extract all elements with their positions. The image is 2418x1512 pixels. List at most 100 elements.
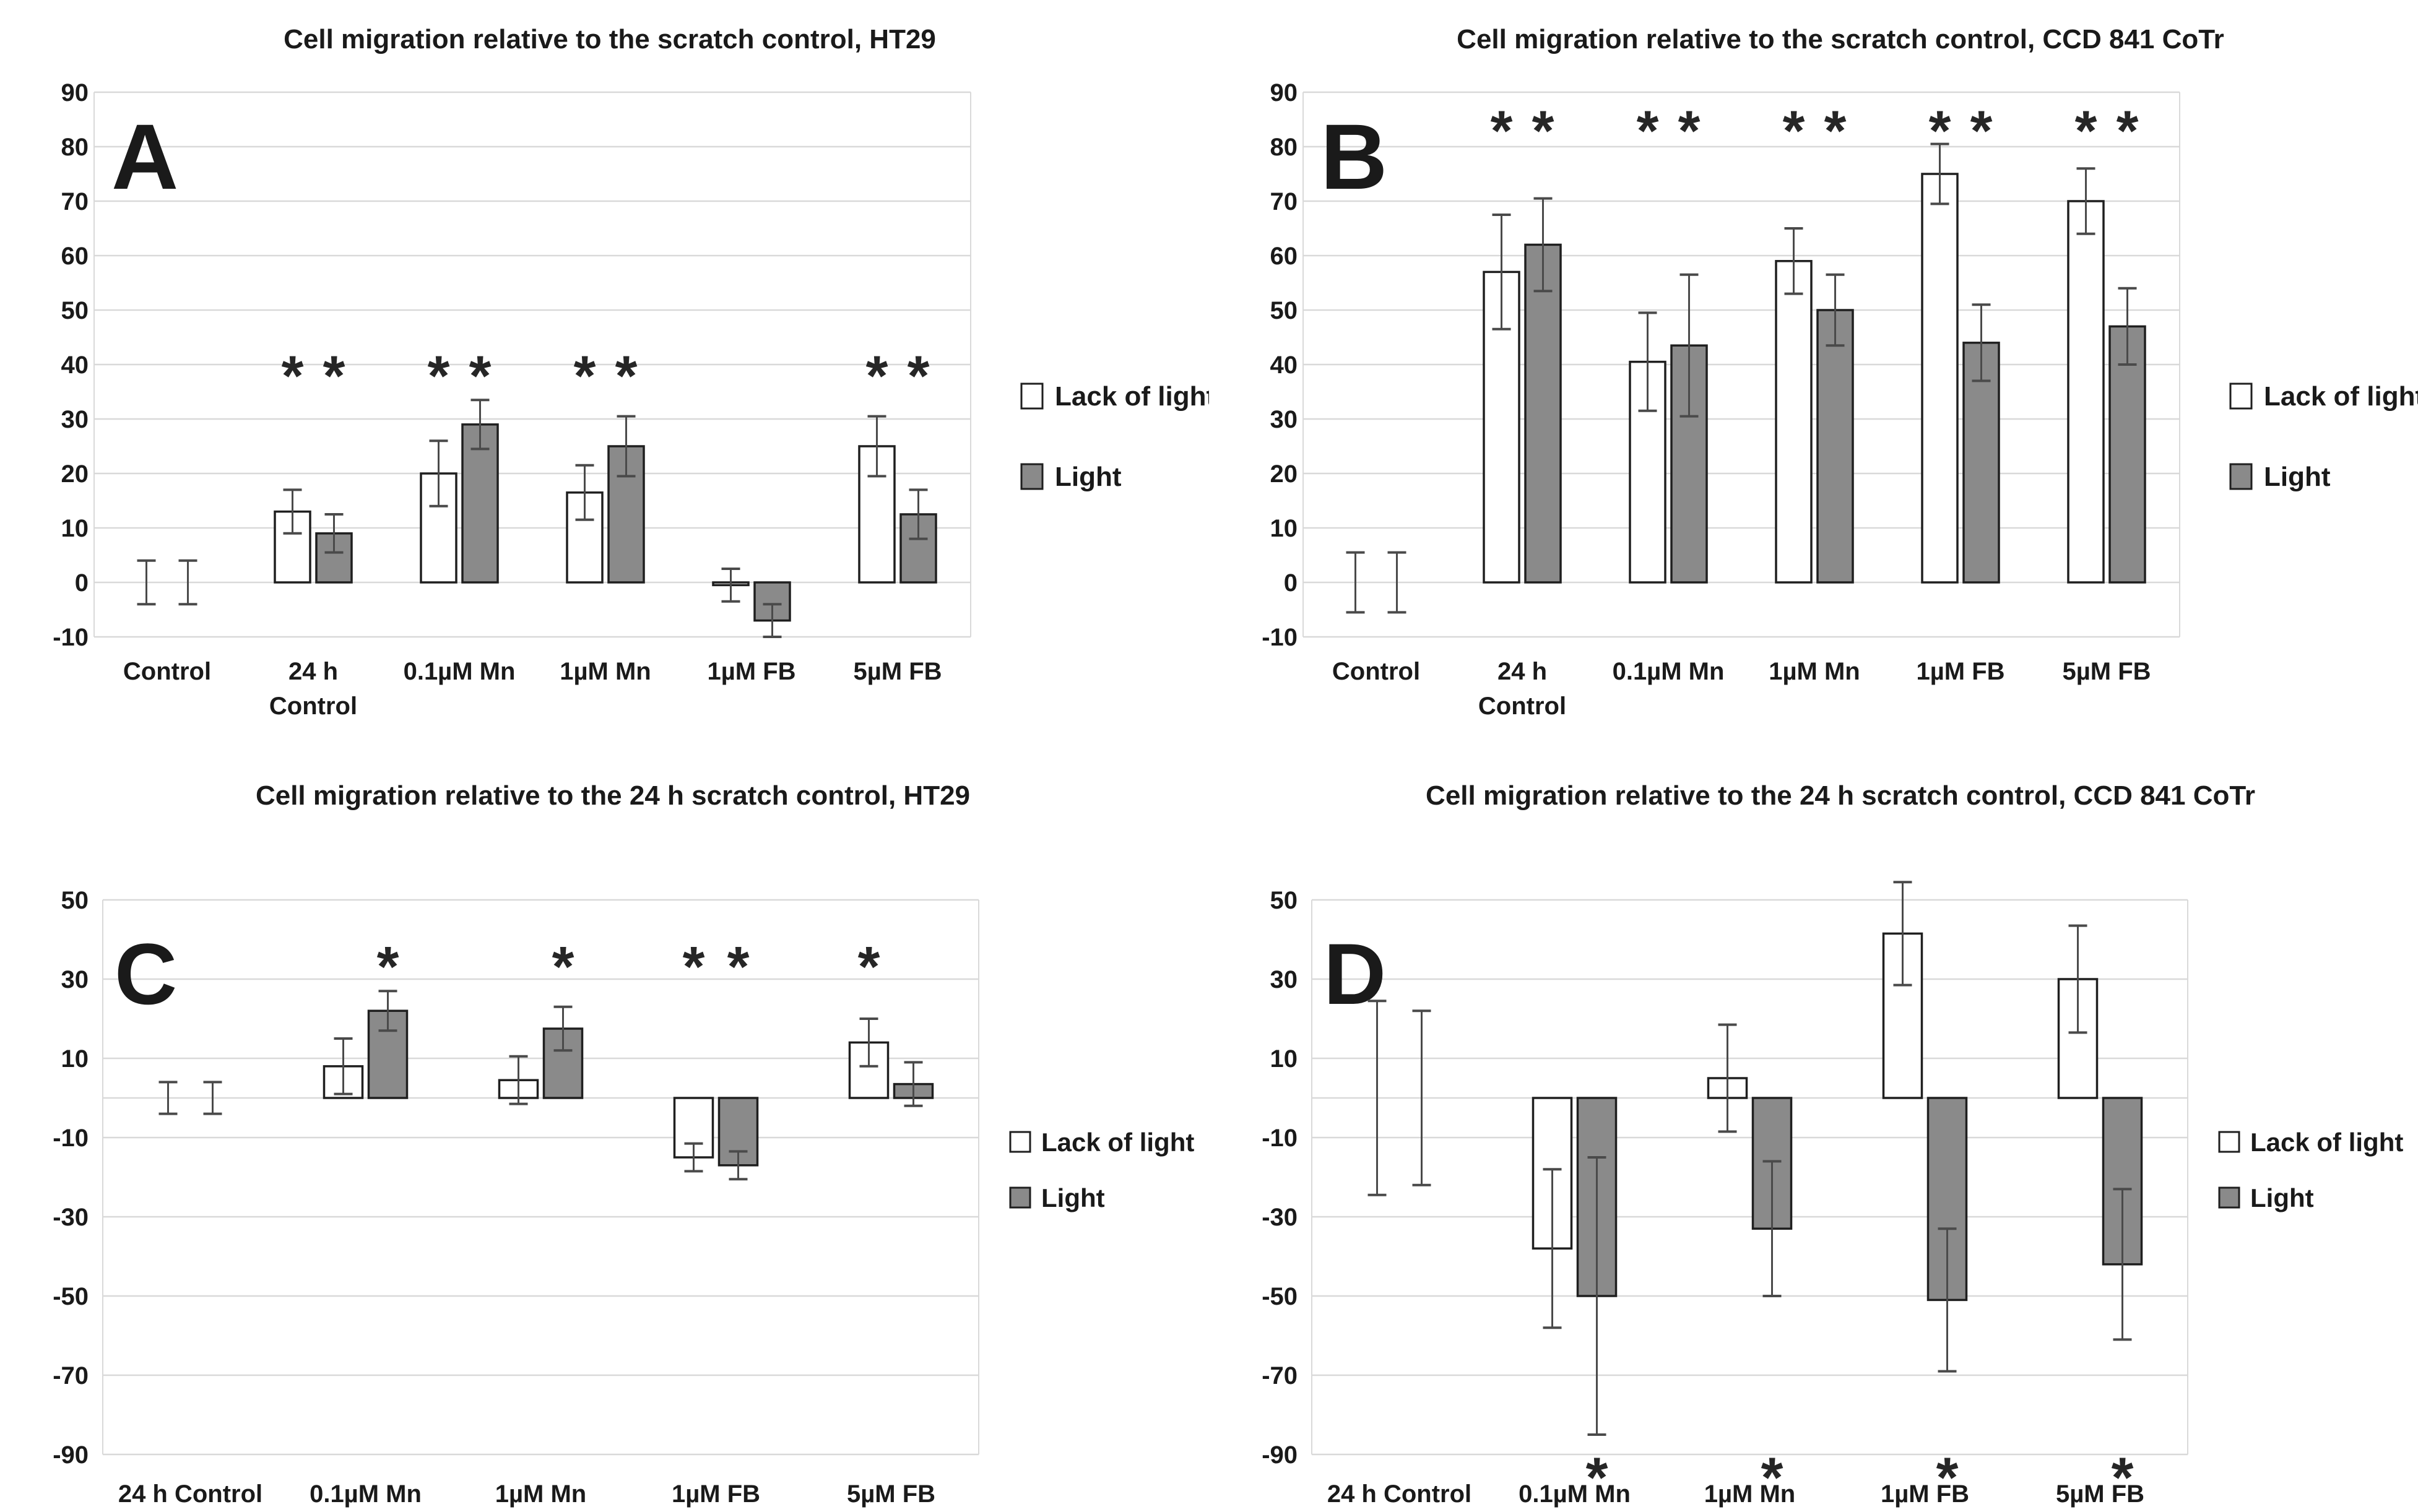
y-tick-label: 50 bbox=[1270, 297, 1298, 324]
legend-swatch-light bbox=[1020, 463, 1044, 490]
x-category-label: 1µM Mn bbox=[1769, 658, 1860, 685]
significance-asterisk: * bbox=[1586, 1446, 1608, 1510]
legend-swatch-lack-of-light bbox=[1020, 382, 1044, 410]
bar-light bbox=[2102, 1097, 2143, 1266]
significance-asterisk: * bbox=[1637, 100, 1659, 163]
y-tick-label: 10 bbox=[61, 1045, 89, 1073]
bar-lack-of-light bbox=[1483, 270, 1520, 584]
x-category-label: 24 h bbox=[288, 658, 338, 685]
x-category-label: 5µM FB bbox=[2062, 658, 2151, 685]
x-category-label: Control bbox=[1332, 658, 1420, 685]
significance-asterisk: * bbox=[377, 936, 399, 999]
x-category-label: Control bbox=[1478, 693, 1566, 720]
bar-light bbox=[1816, 309, 1854, 584]
y-tick-label: -10 bbox=[1262, 1125, 1298, 1152]
significance-asterisk: * bbox=[323, 345, 345, 408]
significance-asterisk: * bbox=[552, 936, 574, 999]
x-category-label: 1µM FB bbox=[1881, 1480, 1969, 1508]
significance-asterisk: * bbox=[1761, 1446, 1783, 1510]
significance-asterisk: * bbox=[1783, 100, 1805, 163]
y-tick-label: 0 bbox=[1284, 569, 1298, 597]
y-tick-label: 70 bbox=[1270, 188, 1298, 215]
x-category-label: 1µM FB bbox=[707, 658, 795, 685]
x-category-label: 1µM FB bbox=[1916, 658, 2004, 685]
x-category-label: 5µM FB bbox=[2056, 1480, 2144, 1508]
panel-letter: B bbox=[1320, 105, 1387, 209]
x-category-label: 1µM Mn bbox=[495, 1480, 586, 1508]
bar-light bbox=[2108, 325, 2146, 584]
legend-swatch-light bbox=[2229, 463, 2253, 490]
legend-label-light: Light bbox=[2250, 1183, 2314, 1212]
x-category-label: 5µM FB bbox=[847, 1480, 935, 1508]
x-category-label: 0.1µM Mn bbox=[404, 658, 516, 685]
legend-swatch-light bbox=[1009, 1186, 1031, 1209]
panel-a-chart: 90 80 70 60 50 40 30 20 10 0 -10 Cell migration rel… bbox=[53, 24, 1209, 720]
x-category-label: 1µM Mn bbox=[560, 658, 651, 685]
y-tick-label: -90 bbox=[1262, 1441, 1298, 1469]
y-tick-label: 30 bbox=[61, 966, 89, 993]
panel-b: 90 80 70 60 50 40 30 20 10 0 -10 Cell migration rel… bbox=[1209, 0, 2418, 756]
y-tick-label: -10 bbox=[1262, 624, 1298, 651]
legend-swatch-lack-of-light bbox=[2229, 382, 2253, 410]
x-category-label: Control bbox=[123, 658, 211, 685]
y-tick-label: 20 bbox=[61, 460, 89, 488]
y-tick-label: -70 bbox=[53, 1362, 89, 1389]
y-tick-label: -50 bbox=[1262, 1283, 1298, 1310]
x-category-label: 24 h Control bbox=[118, 1480, 262, 1508]
y-tick-label: 80 bbox=[61, 134, 89, 161]
legend-label-light: Light bbox=[1055, 462, 1122, 492]
significance-asterisk: * bbox=[1678, 100, 1701, 163]
significance-asterisk: * bbox=[428, 345, 450, 408]
significance-asterisk: * bbox=[727, 936, 750, 999]
y-tick-label: -70 bbox=[1262, 1362, 1298, 1389]
significance-asterisk: * bbox=[1936, 1446, 1959, 1510]
y-tick-label: -30 bbox=[1262, 1204, 1298, 1231]
significance-asterisk: * bbox=[858, 936, 880, 999]
y-tick-label: 50 bbox=[1270, 887, 1298, 914]
x-category-label: 0.1µM Mn bbox=[1613, 658, 1725, 685]
x-category-label: 5µM FB bbox=[853, 658, 942, 685]
x-category-label: 1µM Mn bbox=[1704, 1480, 1795, 1508]
y-tick-label: -90 bbox=[53, 1441, 89, 1469]
legend-label-lack-of-light: Lack of light bbox=[1041, 1128, 1194, 1157]
significance-asterisk: * bbox=[2112, 1446, 2134, 1510]
panel-d: 50 30 10 -10 -30 -50 -70 -90 Cell migration rela… bbox=[1209, 756, 2418, 1512]
y-tick-label: 0 bbox=[75, 569, 89, 597]
significance-asterisk: * bbox=[1491, 100, 1513, 163]
y-tick-label: -10 bbox=[53, 1125, 89, 1152]
legend-swatch-lack-of-light bbox=[2218, 1131, 2240, 1153]
panel-b-chart: 90 80 70 60 50 40 30 20 10 0 -10 Cell migration rel… bbox=[1262, 24, 2418, 720]
significance-asterisk: * bbox=[1824, 100, 1847, 163]
y-tick-label: 10 bbox=[1270, 515, 1298, 542]
y-tick-label: 70 bbox=[61, 188, 89, 215]
y-tick-label: -50 bbox=[53, 1283, 89, 1310]
legend-label-light: Light bbox=[2264, 462, 2331, 492]
bar-lack-of-light bbox=[1775, 260, 1813, 584]
y-tick-label: 30 bbox=[1270, 406, 1298, 433]
legend-swatch-light bbox=[2218, 1186, 2240, 1209]
significance-asterisk: * bbox=[1532, 100, 1554, 163]
y-tick-label: 40 bbox=[1270, 352, 1298, 379]
significance-asterisk: * bbox=[469, 345, 492, 408]
chart-title: Cell migration relative to the 24 h scra… bbox=[1426, 780, 2255, 811]
significance-asterisk: * bbox=[615, 345, 638, 408]
significance-asterisk: * bbox=[574, 345, 596, 408]
legend-label-lack-of-light: Lack of light bbox=[1055, 381, 1209, 412]
y-tick-label: 60 bbox=[61, 243, 89, 270]
significance-asterisk: * bbox=[1970, 100, 1993, 163]
legend-label-lack-of-light: Lack of light bbox=[2264, 381, 2418, 412]
chart-title: Cell migration relative to the scratch c… bbox=[1457, 24, 2224, 54]
y-tick-label: 50 bbox=[61, 297, 89, 324]
y-tick-label: 60 bbox=[1270, 243, 1298, 270]
y-tick-label: 90 bbox=[61, 79, 89, 106]
y-tick-label: 10 bbox=[1270, 1045, 1298, 1073]
x-category-label: 24 h bbox=[1497, 658, 1547, 685]
y-tick-label: -30 bbox=[53, 1204, 89, 1231]
x-category-label: 24 h Control bbox=[1327, 1480, 1471, 1508]
y-tick-label: 90 bbox=[1270, 79, 1298, 106]
chart-title: Cell migration relative to the scratch c… bbox=[284, 24, 936, 54]
y-tick-label: 20 bbox=[1270, 460, 1298, 488]
panel-letter: D bbox=[1324, 925, 1386, 1022]
panel-d-chart: 50 30 10 -10 -30 -50 -70 -90 Cell migration rela… bbox=[1262, 780, 2403, 1510]
